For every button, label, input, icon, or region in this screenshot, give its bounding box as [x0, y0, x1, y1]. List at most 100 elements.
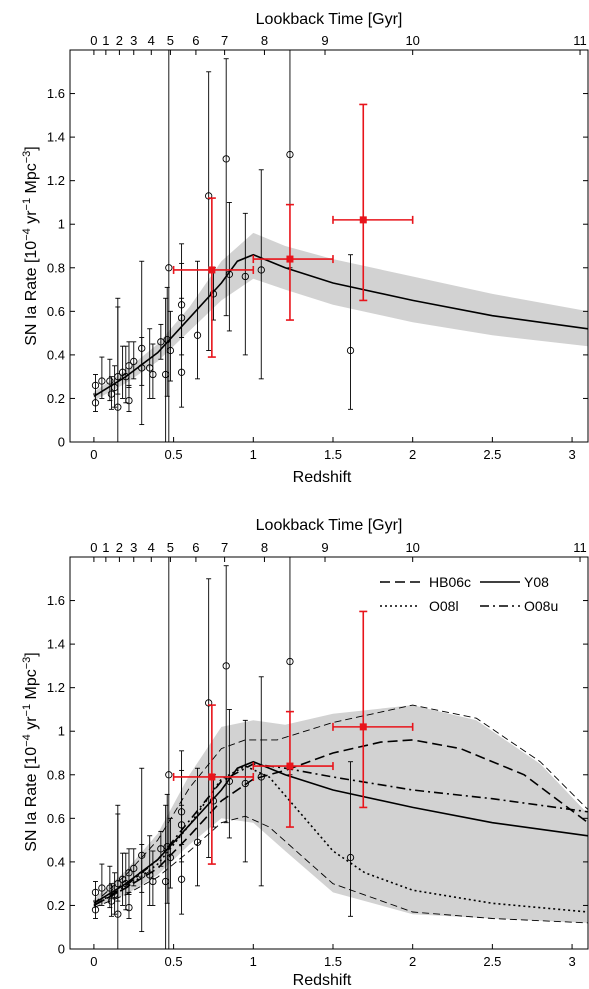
legend-label: O08u — [524, 598, 558, 614]
data-point — [157, 338, 165, 346]
plot-area — [91, 557, 588, 949]
bottom-panel: Lookback Time [Gyr] Redshift SN Ia Rate … — [21, 517, 589, 989]
data-point — [98, 884, 106, 892]
y-tick-label: 1.4 — [47, 130, 65, 145]
highlighted-point — [286, 255, 294, 263]
top-tick-label: 4 — [148, 33, 155, 48]
top-tick-label: 11 — [573, 540, 587, 555]
top-tick-label: 3 — [130, 540, 137, 555]
data-point — [130, 864, 138, 873]
y-tick-label: 0 — [58, 435, 65, 450]
x-tick-label: 1 — [250, 954, 257, 969]
top-tick-label: 1 — [102, 33, 109, 48]
x-tick-label: 1 — [250, 447, 257, 462]
model-curve — [93, 815, 588, 924]
data-point — [193, 331, 202, 339]
top-axis-label: Lookback Time [Gyr] — [256, 517, 403, 534]
data-point — [91, 399, 100, 407]
x-tick-label: 3 — [568, 954, 575, 969]
data-point — [222, 662, 230, 670]
top-tick-label: 1 — [102, 540, 109, 555]
uncertainty-band — [93, 705, 588, 923]
data-point — [165, 264, 173, 272]
data-point — [114, 403, 122, 411]
y08-curve — [93, 760, 588, 904]
top-tick-label: 10 — [405, 33, 419, 48]
highlighted-point — [208, 773, 216, 781]
data-point — [286, 150, 294, 159]
x-tick-label: 2.5 — [483, 954, 501, 969]
top-tick-label: 7 — [221, 33, 228, 48]
data-point — [222, 155, 230, 163]
top-tick-label: 10 — [405, 540, 419, 555]
data-point — [98, 377, 106, 385]
top-tick-label: 0 — [90, 540, 97, 555]
axes-frame — [69, 49, 589, 443]
legend-label: Y08 — [524, 574, 549, 590]
data-point — [286, 657, 294, 666]
data-point — [346, 346, 355, 355]
data-point — [165, 771, 173, 779]
uncertainty-band — [93, 232, 588, 401]
y-tick-label: 0.8 — [47, 260, 65, 275]
y-tick-label: 1.4 — [47, 637, 65, 652]
y-tick-label: 0.4 — [47, 854, 65, 869]
y-axis-label: SN Ia Rate [10−4 yr−1 Mpc−3] — [21, 652, 40, 852]
legend-label: HB06c — [429, 574, 471, 590]
data-point — [157, 845, 165, 853]
legend-label: O08l — [429, 598, 459, 614]
top-tick-label: 9 — [321, 33, 328, 48]
y-tick-label: 1.2 — [47, 680, 65, 695]
top-tick-label: 2 — [116, 33, 123, 48]
data-point — [106, 377, 114, 385]
data-point — [205, 699, 213, 707]
y-tick-label: 1.6 — [47, 593, 65, 608]
model-curve — [93, 704, 588, 904]
o08l-curve — [93, 765, 588, 913]
x-tick-label: 2.5 — [483, 447, 501, 462]
y-axis-label: SN Ia Rate [10−4 yr−1 Mpc−3] — [21, 146, 40, 346]
highlighted-point — [208, 266, 216, 274]
top-tick-label: 2 — [116, 540, 123, 555]
top-tick-label: 5 — [167, 540, 174, 555]
x-tick-label: 3 — [568, 447, 575, 462]
y-tick-label: 0.8 — [47, 767, 65, 782]
data-point — [125, 362, 133, 370]
plot-area — [91, 50, 588, 442]
y-tick-label: 0.2 — [47, 898, 65, 913]
top-tick-label: 4 — [148, 540, 155, 555]
y-tick-label: 1 — [58, 724, 65, 739]
x-tick-label: 2 — [409, 954, 416, 969]
top-tick-label: 3 — [130, 33, 137, 48]
y-tick-label: 0.6 — [47, 811, 65, 826]
data-point — [125, 396, 133, 405]
data-point — [125, 903, 133, 912]
data-point — [130, 357, 138, 366]
x-tick-label: 0.5 — [165, 447, 183, 462]
highlighted-point — [359, 723, 367, 731]
top-tick-label: 8 — [261, 540, 268, 555]
y-tick-label: 0 — [58, 942, 65, 957]
data-point — [106, 884, 114, 892]
x-tick-label: 1.5 — [324, 954, 342, 969]
top-tick-label: 0 — [90, 33, 97, 48]
x-axis-label: Redshift — [293, 972, 352, 989]
data-point — [177, 875, 186, 883]
data-point — [125, 869, 133, 877]
data-point — [257, 773, 265, 781]
x-tick-label: 0.5 — [165, 954, 183, 969]
x-tick-label: 0 — [90, 954, 97, 969]
axes-frame — [69, 556, 589, 950]
top-tick-label: 6 — [192, 33, 199, 48]
data-point — [114, 880, 122, 888]
x-axis-label: Redshift — [293, 469, 352, 486]
data-point — [166, 346, 175, 355]
x-tick-label: 0 — [90, 447, 97, 462]
top-axis-label: Lookback Time [Gyr] — [256, 11, 403, 28]
y-tick-label: 0.6 — [47, 304, 65, 319]
top-tick-label: 8 — [261, 33, 268, 48]
highlighted-point — [286, 762, 294, 770]
data-point — [114, 910, 122, 918]
data-point — [114, 373, 122, 381]
